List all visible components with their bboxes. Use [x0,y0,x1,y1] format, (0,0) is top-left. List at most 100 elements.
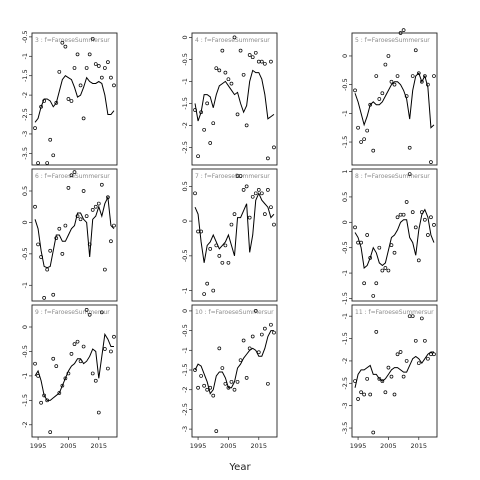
y-tick-label: -0.5 [21,345,29,358]
data-point [269,205,273,210]
data-point [54,364,59,368]
data-point [374,281,379,286]
data-point [374,329,379,334]
fit-line [354,351,434,388]
data-point [263,61,267,66]
data-point [84,308,89,312]
data-point [272,222,276,227]
data-point [380,91,385,96]
data-point [253,191,258,196]
data-point [81,344,86,349]
data-point [423,217,427,222]
data-point [36,374,40,378]
data-point [84,214,89,218]
data-point [269,322,273,327]
data-point [386,268,391,273]
y-tick-label: -2 [341,358,349,364]
data-point [57,69,62,74]
data-point [244,184,249,189]
y-tick-label: 0 [341,220,349,224]
data-point [196,154,200,159]
data-point [36,242,40,247]
data-point [81,116,86,121]
y-tick-label: -3 [181,426,189,432]
data-point [429,352,433,357]
data-point [63,223,68,228]
data-point [229,379,234,384]
y-tick-label: 0 [181,35,189,39]
data-point [51,356,56,361]
data-point [365,233,370,237]
data-point [413,225,418,230]
data-point [96,64,101,68]
data-point [365,128,370,133]
data-point [432,222,436,227]
data-point [407,172,412,176]
y-tick-label: 0 [181,309,189,313]
data-point [416,258,421,263]
data-point [392,250,397,255]
panel-9: 11 : f=FaroeseSummersur -3.5 -3 -2.5 -2 -1.5 -… [341,304,438,450]
data-point [69,173,74,178]
data-point [407,145,412,150]
data-point [226,77,231,82]
data-point [57,391,62,395]
data-point [112,223,116,228]
y-tick-label: -1.5 [21,394,29,407]
data-point [256,187,261,192]
data-point [48,430,53,434]
data-point [202,127,206,132]
data-point [238,358,243,363]
data-point [106,366,110,371]
x-axis-title: Year [228,462,251,473]
data-point [250,55,255,60]
data-point [359,390,363,395]
x-tick-label: 2015 [411,442,428,450]
data-point [103,267,107,272]
data-point [429,215,433,220]
x-tick-label: 2005 [380,442,397,450]
data-point [211,121,216,126]
panel-title: 11 : f=FaroeseSummersur [355,309,434,316]
data-point [103,66,107,70]
data-point [208,385,213,390]
data-point [87,52,92,57]
y-tick-label: -2.5 [341,377,349,390]
data-point [48,248,53,253]
data-point [229,222,234,227]
data-point [109,75,113,80]
data-point [353,225,357,230]
data-point [112,334,116,339]
data-point [368,255,373,260]
y-tick-label: -1 [21,282,29,288]
data-point [272,330,276,335]
y-tick-label: -0.5 [181,53,189,66]
data-point [45,398,50,403]
data-point [199,374,203,378]
data-point [66,97,71,101]
fit-line [194,69,275,122]
data-point [253,50,258,55]
panel-title: 8 : f=FaroeseSummersur [355,173,430,180]
data-point [75,339,80,344]
data-point [99,182,104,187]
data-point [226,385,231,390]
y-tick-label: -3.5 [341,422,349,435]
data-point [253,309,258,313]
data-point [220,366,225,370]
x-tick-label: 1995 [350,442,367,450]
data-point [208,247,213,251]
data-point [359,140,363,144]
data-point [386,54,391,58]
data-point [78,83,83,88]
data-point [398,350,403,354]
data-point [87,242,92,247]
data-point [416,71,421,76]
panel-frame [191,304,278,438]
data-point [232,35,237,40]
data-point [432,74,436,78]
fit-line [354,72,435,129]
data-point [362,281,366,286]
data-point [45,161,50,165]
data-point [423,74,427,78]
